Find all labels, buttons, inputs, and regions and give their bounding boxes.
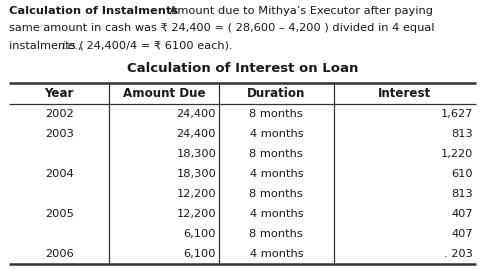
Text: i.e.,: i.e., <box>61 41 82 51</box>
Text: 2002: 2002 <box>45 109 74 119</box>
Text: 4 months: 4 months <box>249 249 302 259</box>
Text: same amount in cash was ₹ 24,400 = ( 28,600 – 4,200 ) divided in 4 equal: same amount in cash was ₹ 24,400 = ( 28,… <box>9 23 434 34</box>
Text: . 203: . 203 <box>443 249 472 259</box>
Text: instalments (: instalments ( <box>9 41 84 51</box>
Text: 813: 813 <box>450 129 472 139</box>
Text: 24,400/4 = ₹ 6100 each).: 24,400/4 = ₹ 6100 each). <box>83 41 232 51</box>
Text: Calculation of Instalments: Calculation of Instalments <box>9 6 178 16</box>
Text: 18,300: 18,300 <box>176 169 216 179</box>
Text: 6,100: 6,100 <box>183 249 216 259</box>
Text: Interest: Interest <box>378 87 431 101</box>
Text: Year: Year <box>45 87 74 101</box>
Text: 2004: 2004 <box>45 169 74 179</box>
Text: 610: 610 <box>451 169 472 179</box>
Text: 407: 407 <box>451 209 472 219</box>
Text: 24,400: 24,400 <box>176 109 216 119</box>
Text: Calculation of Interest on Loan: Calculation of Interest on Loan <box>126 62 358 76</box>
Text: 24,400: 24,400 <box>176 129 216 139</box>
Text: 1,220: 1,220 <box>440 149 472 159</box>
Text: 4 months: 4 months <box>249 209 302 219</box>
Text: 4 months: 4 months <box>249 169 302 179</box>
Text: 407: 407 <box>451 229 472 239</box>
Text: 8 months: 8 months <box>249 149 302 159</box>
Text: 1,627: 1,627 <box>440 109 472 119</box>
Text: 18,300: 18,300 <box>176 149 216 159</box>
Text: Amount Due: Amount Due <box>123 87 205 101</box>
Text: 813: 813 <box>450 189 472 199</box>
Text: 6,100: 6,100 <box>183 229 216 239</box>
Text: 12,200: 12,200 <box>176 189 216 199</box>
Text: 4 months: 4 months <box>249 129 302 139</box>
Text: 2005: 2005 <box>45 209 74 219</box>
Text: 8 months: 8 months <box>249 229 302 239</box>
Text: Duration: Duration <box>247 87 305 101</box>
Text: 8 months: 8 months <box>249 189 302 199</box>
Text: Amount due to Mithya’s Executor after paying: Amount due to Mithya’s Executor after pa… <box>166 6 432 16</box>
Text: 2006: 2006 <box>45 249 74 259</box>
Text: 8 months: 8 months <box>249 109 302 119</box>
Text: 2003: 2003 <box>45 129 74 139</box>
Text: 12,200: 12,200 <box>176 209 216 219</box>
